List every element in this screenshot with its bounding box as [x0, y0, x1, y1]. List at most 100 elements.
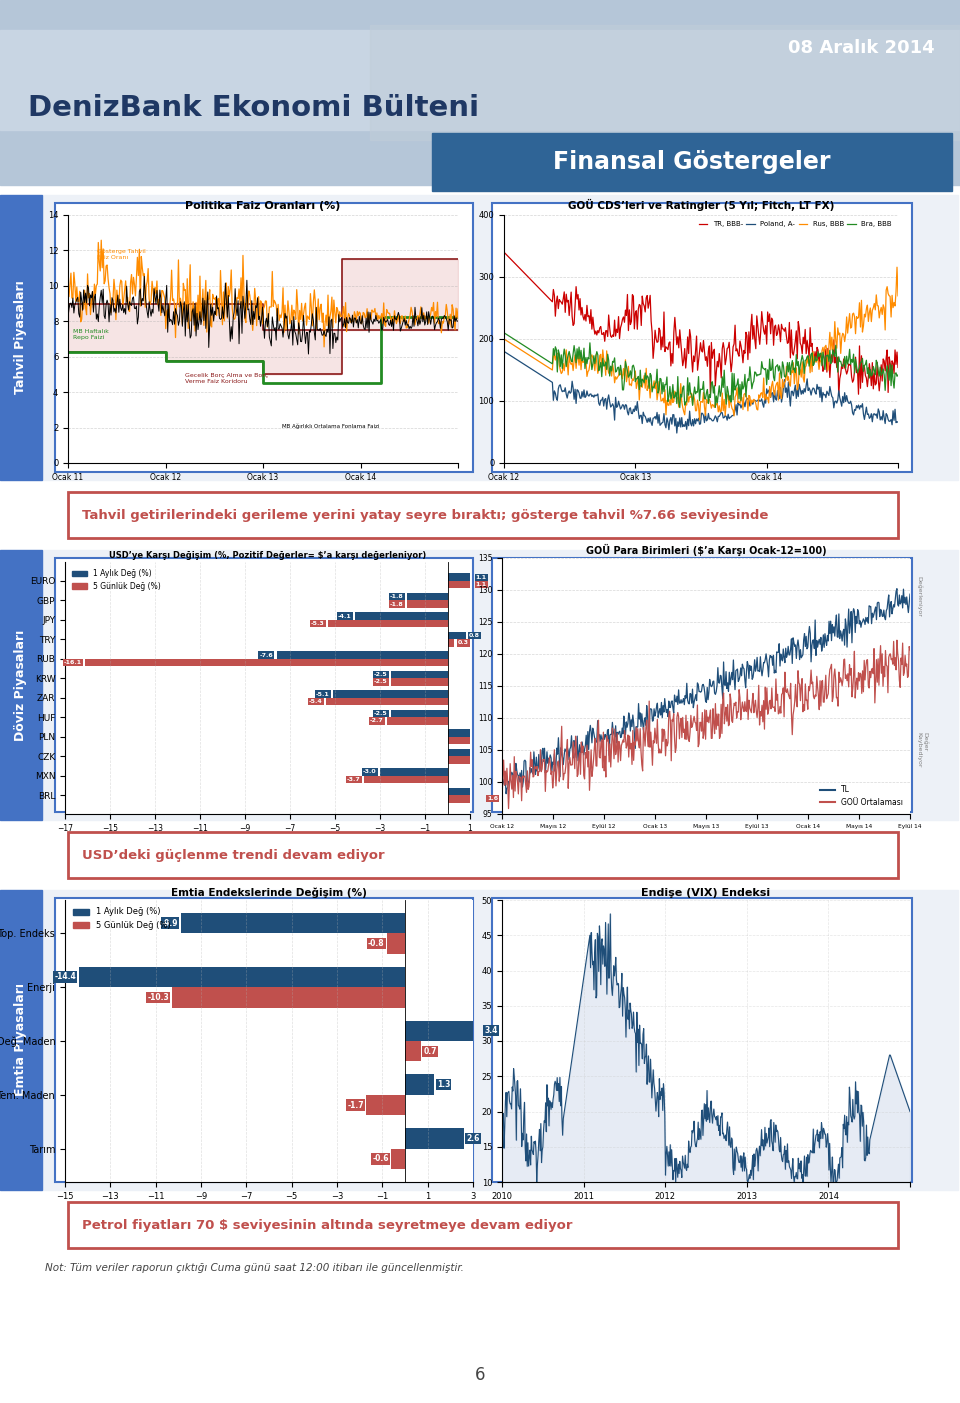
Text: USD’deki güçlenme trendi devam ediyor: USD’deki güçlenme trendi devam ediyor: [82, 849, 385, 861]
Poland, A-: [785, 383, 797, 400]
Bar: [405, 1075, 435, 1094]
TL: [718, 654, 730, 671]
Text: Gecelik Borç Alma ve Borç
Verme Faiz Koridoru: Gecelik Borç Alma ve Borç Verme Faiz Kor…: [185, 373, 268, 384]
Text: -16.1: -16.1: [63, 659, 82, 665]
Text: Değerleniyor: Değerleniyor: [916, 577, 922, 617]
GOÜ Ortalaması: [896, 657, 907, 673]
Text: MB Haftalık
Repo Faizi: MB Haftalık Repo Faizi: [73, 330, 108, 340]
Text: -7.6: -7.6: [259, 652, 274, 658]
Bar: [392, 710, 447, 717]
GOÜ Ortalaması: [891, 631, 902, 648]
Rus, BBB: [785, 362, 797, 379]
TL: [693, 683, 705, 700]
Legend: 1 Aylık Değ (%), 5 Günlük Değ (%): 1 Aylık Değ (%), 5 Günlük Değ (%): [69, 904, 174, 933]
Bar: [68, 832, 898, 878]
TL: [496, 776, 508, 793]
Text: Finansal Göstergeler: Finansal Göstergeler: [553, 150, 830, 174]
TR, BBB-: [833, 387, 845, 404]
TL: [691, 692, 703, 709]
Text: -3.0: -3.0: [363, 769, 376, 774]
Bra, BBB: [545, 355, 557, 372]
Bra, BBB: [498, 324, 510, 341]
Bar: [447, 796, 484, 803]
Bar: [492, 203, 912, 471]
Text: -0.6: -0.6: [372, 1155, 389, 1163]
Bar: [328, 620, 447, 627]
Bar: [42, 195, 958, 480]
TL: [896, 588, 907, 605]
Bar: [0, 29, 960, 130]
GOÜ Ortalaması: [693, 735, 705, 752]
TL: [740, 679, 752, 696]
Bar: [0, 195, 42, 480]
Text: -1.7: -1.7: [348, 1100, 364, 1110]
Bar: [355, 613, 447, 620]
Bra, BBB: [674, 400, 685, 417]
Bra, BBB: [783, 354, 795, 370]
Text: 6.0: 6.0: [586, 731, 597, 735]
GOÜ Ortalaması: [904, 641, 916, 658]
Bar: [85, 659, 447, 666]
Text: Not: Tüm veriler raporun çıktığı Cuma günü saat 12:00 itibarı ile güncellenmişti: Not: Tüm veriler raporun çıktığı Cuma gü…: [45, 1263, 464, 1273]
Bar: [55, 203, 473, 471]
Bar: [333, 690, 447, 697]
Bra, BBB: [747, 375, 758, 391]
TR, BBB-: [545, 292, 557, 309]
Bar: [392, 678, 447, 686]
Text: -2.5: -2.5: [374, 711, 388, 716]
Poland, A-: [545, 373, 557, 390]
Bar: [432, 133, 952, 191]
Text: -9.9: -9.9: [162, 919, 179, 927]
Text: -10.3: -10.3: [148, 993, 169, 1002]
Line: TR, BBB-: TR, BBB-: [504, 253, 898, 396]
TL: [904, 585, 916, 602]
Text: -5.3: -5.3: [311, 622, 324, 626]
Poland, A-: [747, 396, 758, 412]
Bar: [405, 1020, 482, 1041]
Bar: [68, 1202, 898, 1249]
Rus, BBB: [694, 411, 706, 428]
Bar: [405, 1128, 464, 1149]
Legend: 1 Aylık Değ (%), 5 Günlük Değ (%): 1 Aylık Değ (%), 5 Günlük Değ (%): [69, 565, 164, 593]
Title: GOÜ CDS’leri ve Ratingler (5 Yıl; Fitch, LT FX): GOÜ CDS’leri ve Ratingler (5 Yıl; Fitch,…: [567, 199, 834, 212]
TR, BBB-: [784, 349, 796, 366]
Poland, A-: [671, 425, 683, 442]
Bar: [0, 890, 42, 1190]
Text: -5.4: -5.4: [309, 699, 323, 704]
Text: DenizBank Ekonomi Bülteni: DenizBank Ekonomi Bülteni: [28, 94, 479, 122]
Text: 1.1: 1.1: [475, 582, 487, 586]
Text: 6.0: 6.0: [586, 758, 597, 762]
Title: Emtia Endekslerinde Değişim (%): Emtia Endekslerinde Değişim (%): [171, 887, 367, 898]
TL: [500, 786, 512, 803]
Bar: [447, 640, 454, 647]
GOÜ Ortalaması: [691, 723, 703, 739]
Poland, A-: [498, 342, 510, 359]
Text: 7.8: 7.8: [626, 751, 637, 755]
Bar: [0, 0, 960, 185]
Bar: [387, 717, 447, 724]
Bar: [42, 890, 958, 1190]
Bar: [367, 1094, 405, 1115]
Line: Bra, BBB: Bra, BBB: [504, 333, 898, 408]
Text: -5.1: -5.1: [316, 692, 329, 696]
GOÜ Ortalaması: [496, 794, 508, 811]
Text: Değer
Kaybediyor: Değer Kaybediyor: [916, 732, 927, 767]
Bar: [447, 737, 549, 744]
Line: Rus, BBB: Rus, BBB: [504, 267, 898, 419]
Line: Poland, A-: Poland, A-: [504, 351, 898, 434]
Text: 6: 6: [475, 1367, 485, 1383]
Bra, BBB: [785, 358, 797, 375]
Text: MB Ağırlıklı Ortalama Fonlama Faizi: MB Ağırlıklı Ortalama Fonlama Faizi: [282, 424, 380, 428]
Title: USD’ye Karşı Değişim (%, Pozitif Değerler= $’a karşı değerleniyor): USD’ye Karşı Değişim (%, Pozitif Değerle…: [108, 551, 426, 560]
GOÜ Ortalaması: [740, 702, 752, 718]
Text: Emtia Piyasaları: Emtia Piyasaları: [14, 984, 28, 1097]
Bar: [447, 631, 466, 640]
Text: 0.8: 0.8: [468, 633, 480, 638]
Text: 0.3: 0.3: [458, 641, 468, 645]
Text: -2.5: -2.5: [374, 679, 388, 685]
Bra, BBB: [627, 358, 638, 375]
Text: -1.8: -1.8: [390, 602, 403, 606]
Bar: [405, 1041, 420, 1062]
Poland, A-: [783, 387, 795, 404]
Text: 3.3: 3.3: [525, 788, 537, 794]
